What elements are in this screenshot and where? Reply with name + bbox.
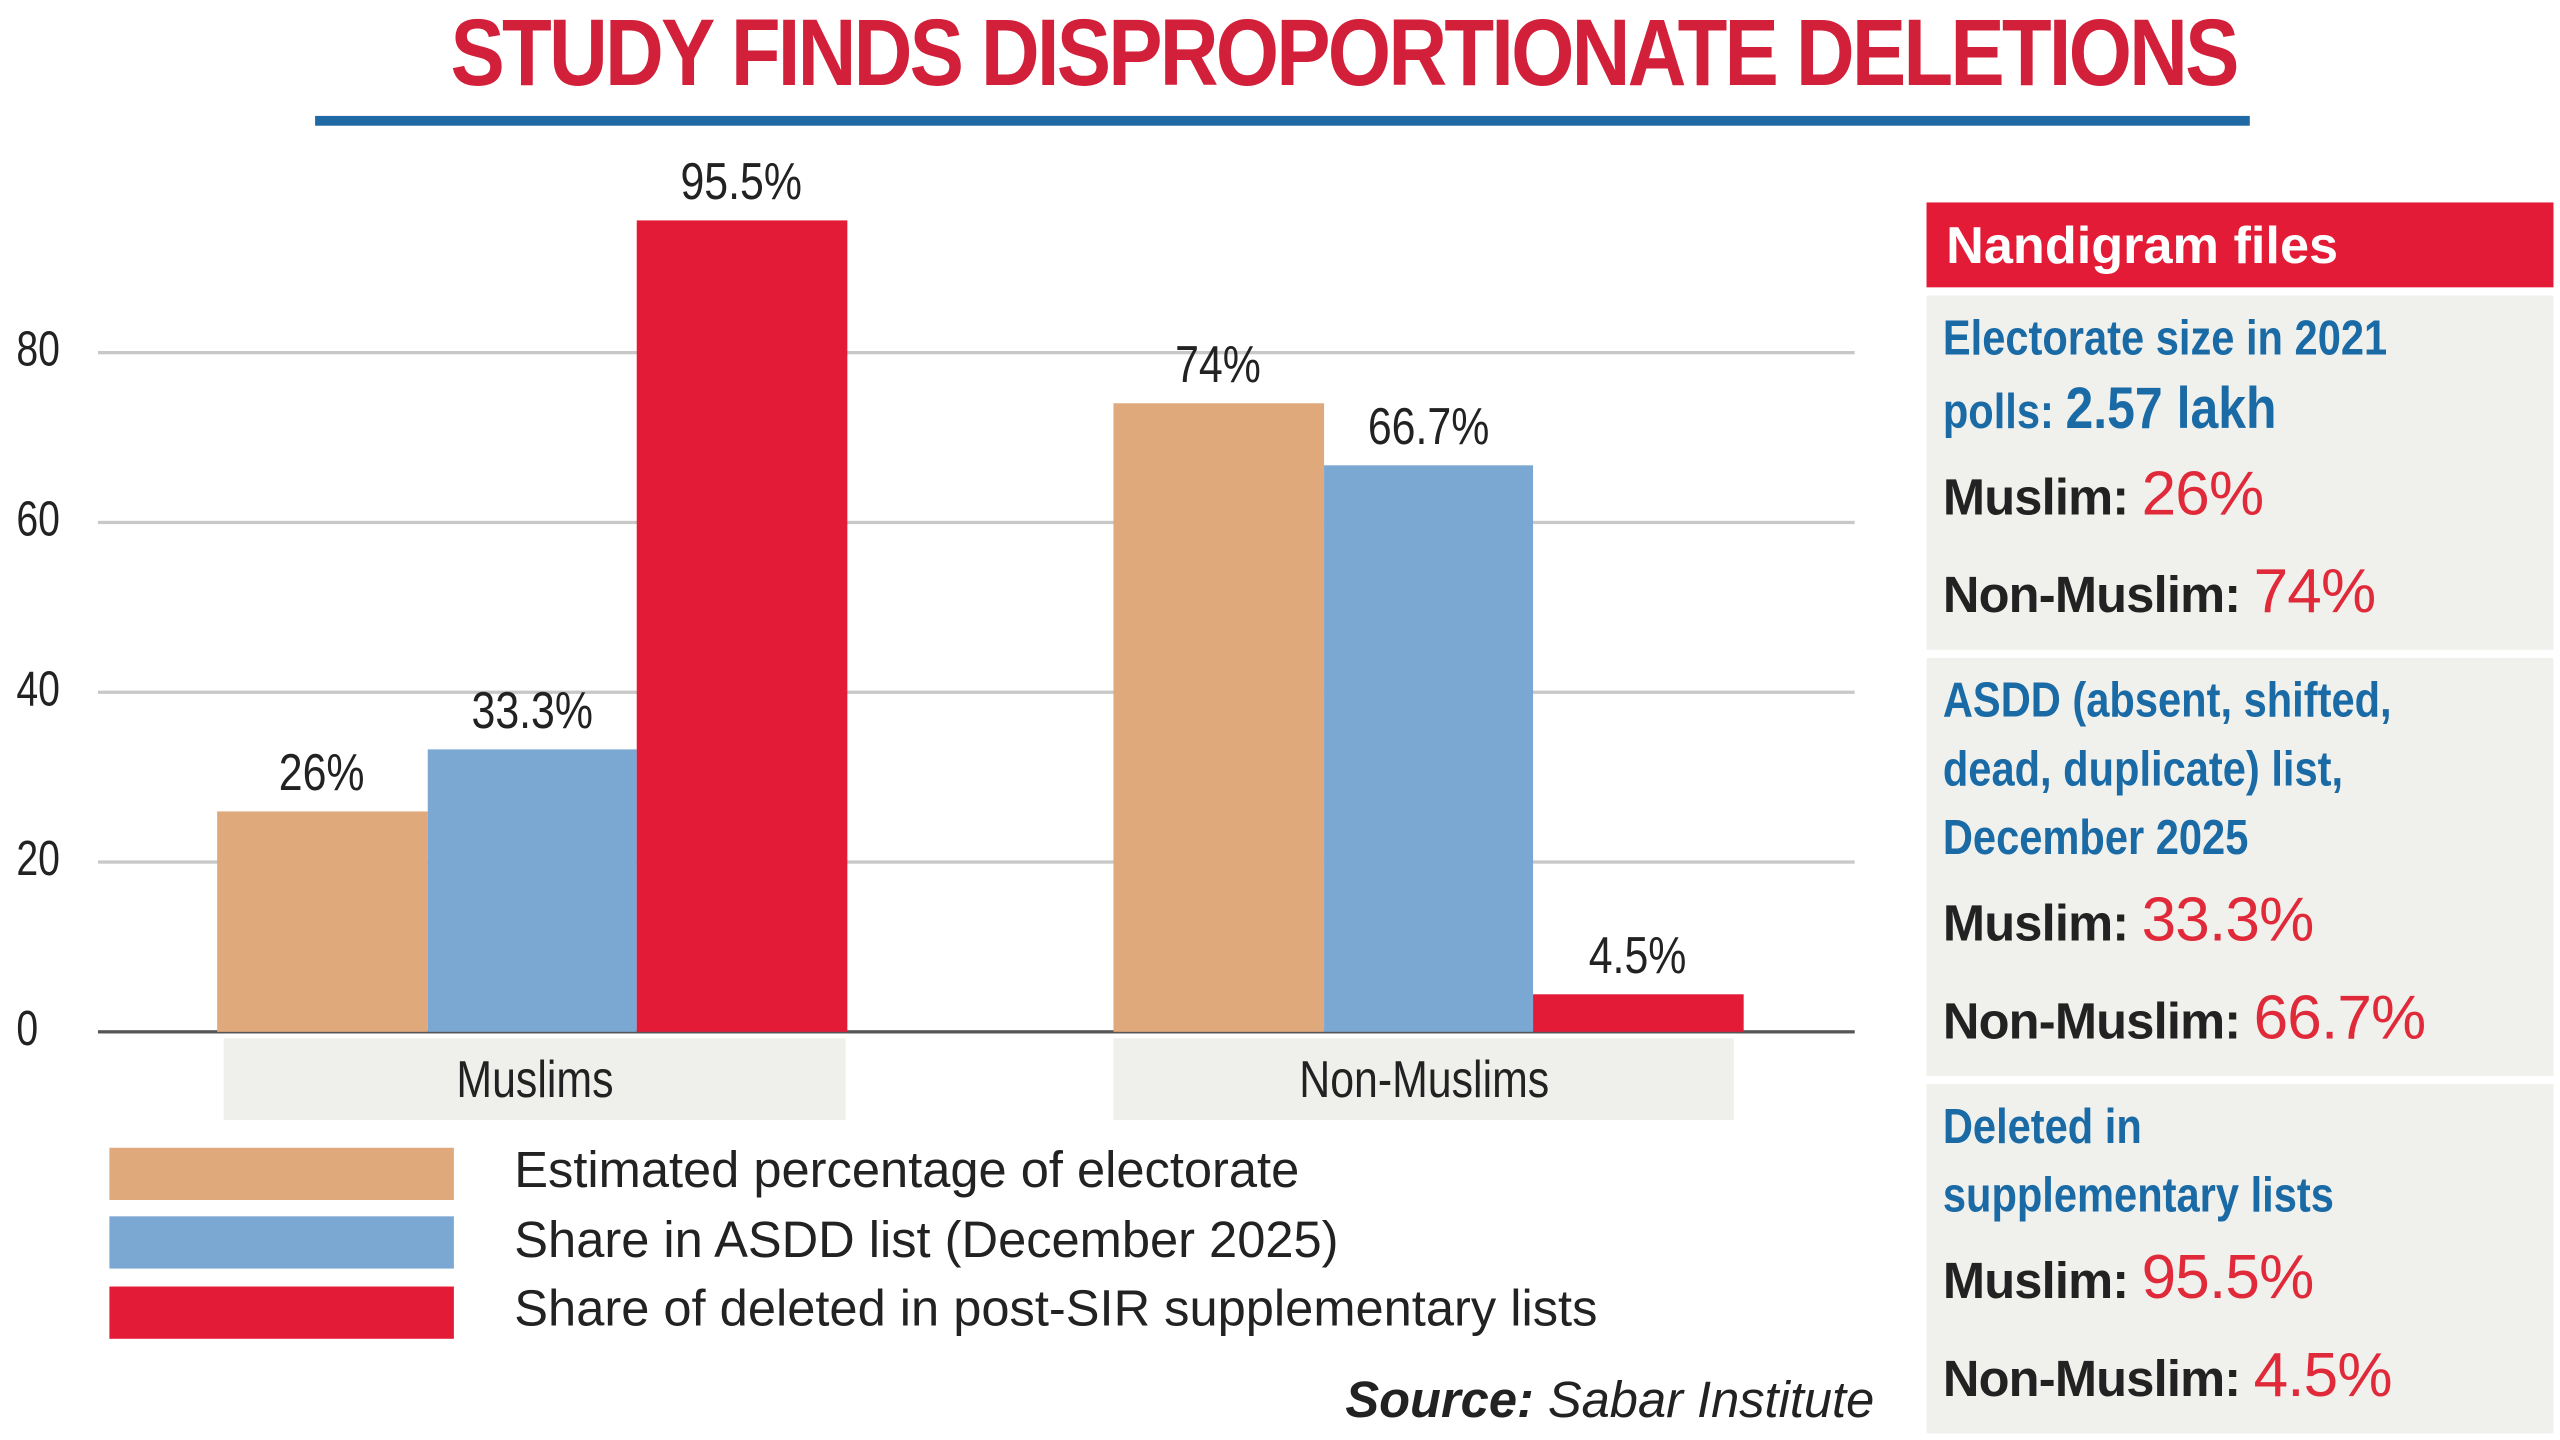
bar-muslims-series-1 (426, 749, 637, 1032)
panel-title: Electorate size in 2021 (1942, 311, 2388, 366)
stat-row: Muslim: 95.5% (1942, 1244, 2314, 1313)
panel-title: ASDD (absent, shifted, (1942, 674, 2392, 729)
gridline (97, 351, 1855, 355)
legend-swatch-asdd (109, 1216, 454, 1269)
y-tick-label: 40 (16, 662, 60, 717)
stat-row: Non-Muslim: 74% (1942, 558, 2376, 627)
data-label: 33.3% (471, 680, 593, 740)
category-label-non-muslims: Non-Muslims (1113, 1038, 1734, 1120)
data-label: 26% (279, 742, 365, 802)
y-tick-label: 0 (16, 1002, 39, 1057)
data-label: 95.5% (680, 152, 803, 212)
stat-row: Non-Muslim: 66.7% (1942, 984, 2426, 1054)
chart-title: STUDY FINDS DISPROPORTIONATE DELETIONS (450, 0, 2240, 107)
panel-title: polls: 2.57 lakh (1942, 373, 2277, 441)
stat-row: Non-Muslim: 4.5% (1942, 1342, 2393, 1411)
data-label: 66.7% (1367, 396, 1489, 456)
data-label: 74% (1175, 334, 1262, 394)
gridline (97, 860, 1855, 864)
y-tick-label: 80 (16, 323, 60, 378)
panel-asdd: ASDD (absent, shifted, dead, duplicate) … (1926, 657, 2554, 1076)
legend-label-deleted: Share of deleted in post-SIR supplementa… (514, 1279, 1598, 1338)
category-label-muslims: Muslims (223, 1038, 846, 1120)
panel-title: December 2025 (1942, 811, 2249, 866)
source-note: Source: Sabar Institute (1345, 1371, 1875, 1429)
panel-deleted: Deleted in supplementary lists Muslim: 9… (1926, 1084, 2554, 1434)
panel-title: dead, duplicate) list, (1942, 742, 2344, 797)
x-axis-line (97, 1030, 1855, 1034)
bar-non-muslims-series-0 (1113, 403, 1324, 1032)
sidebar-header: Nandigram files (1926, 202, 2554, 288)
bar-muslims-series-2 (636, 221, 847, 1032)
title-underline (315, 115, 2250, 126)
y-tick-label: 20 (16, 832, 60, 887)
stat-row: Muslim: 33.3% (1942, 886, 2314, 956)
panel-title: supplementary lists (1942, 1168, 2334, 1223)
legend-swatch-electorate (109, 1147, 454, 1200)
stat-row: Muslim: 26% (1942, 460, 2264, 529)
bar-muslims-series-0 (217, 811, 427, 1032)
data-label: 4.5% (1589, 925, 1687, 984)
gridline (97, 690, 1855, 694)
gridline (97, 520, 1855, 525)
legend-label-electorate: Estimated percentage of electorate (514, 1141, 1300, 1199)
panel-electorate: Electorate size in 2021 polls: 2.57 lakh… (1926, 295, 2554, 650)
legend-label-asdd: Share in ASDD list (December 2025) (514, 1211, 1339, 1269)
bar-non-muslims-series-2 (1533, 993, 1743, 1032)
bar-non-muslims-series-1 (1323, 465, 1534, 1032)
nandigram-sidebar: Nandigram files Electorate size in 2021 … (1926, 202, 2554, 1434)
legend-swatch-deleted (109, 1286, 454, 1339)
y-tick-label: 60 (16, 493, 60, 547)
panel-title: Deleted in (1942, 1100, 2142, 1155)
